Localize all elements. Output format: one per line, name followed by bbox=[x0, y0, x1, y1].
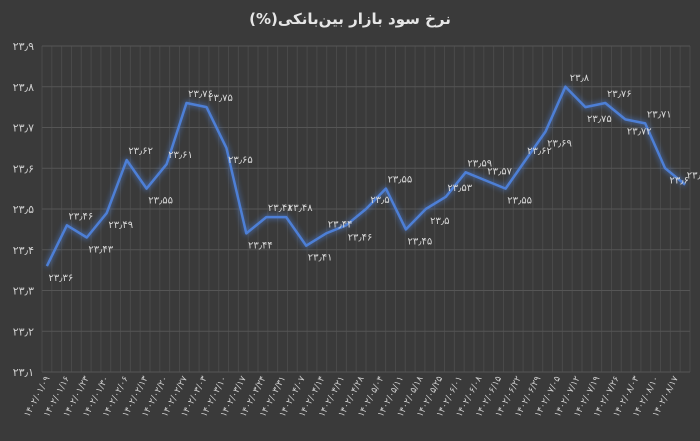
data-label: ۲۳٫۴۸ bbox=[288, 203, 313, 214]
data-label: ۲۳٫۶۵ bbox=[228, 155, 253, 166]
data-label: ۲۳٫۴۴ bbox=[328, 219, 353, 230]
y-tick-label: ۲۳٫۸ bbox=[13, 81, 34, 94]
y-axis-ticks: ۲۳٫۱ ۲۳٫۲ ۲۳٫۳ ۲۳٫۴ ۲۳٫۵ ۲۳٫۶ ۲۳٫۷ ۲۳٫۸ ۲۳٫۹ bbox=[13, 40, 34, 379]
data-label: ۲۳٫۴۴ bbox=[248, 240, 273, 251]
y-tick-label: ۲۳٫۵ bbox=[13, 203, 34, 216]
data-label: ۲۳٫۶۱ bbox=[168, 150, 193, 161]
horizontal-gridlines bbox=[42, 45, 690, 373]
data-label: ۲۳٫۵ bbox=[430, 216, 449, 227]
y-tick-label: ۲۳٫۳ bbox=[13, 285, 34, 298]
data-label: ۲۳٫۷۶ bbox=[188, 89, 213, 100]
series-line bbox=[45, 85, 686, 267]
data-label: ۲۳٫۶۹ bbox=[547, 139, 572, 150]
data-label: ۲۳٫۷۲ bbox=[627, 126, 652, 137]
data-label: ۲۳٫۵۷ bbox=[487, 166, 512, 177]
data-label: ۲۳٫۷۵ bbox=[208, 93, 233, 104]
data-label: ۲۳٫۵۶ bbox=[687, 171, 700, 182]
data-label: ۲۳٫۵۵ bbox=[388, 175, 413, 186]
data-label: ۲۳٫۴۱ bbox=[308, 253, 333, 264]
data-label: ۲۳٫۴۵ bbox=[408, 236, 433, 247]
data-label: ۲۳٫۴۸ bbox=[268, 203, 293, 214]
chart-title: نرخ سود بازار بین‌بانکی(%) bbox=[249, 10, 451, 28]
data-label: ۲۳٫۵۵ bbox=[148, 196, 173, 207]
data-label: ۲۳٫۸ bbox=[570, 73, 590, 84]
y-tick-label: ۲۳٫۴ bbox=[13, 244, 34, 257]
y-tick-label: ۲۳٫۶ bbox=[13, 162, 34, 175]
x-axis-ticks: ۱۴۰۲/۰۱/۰۹۱۴۰۲/۰۱/۱۶۱۴۰۲/۰۱/۲۳۱۴۰۲/۰۱/۳۰… bbox=[23, 375, 681, 419]
y-tick-label: ۲۳٫۲ bbox=[13, 325, 34, 338]
data-label: ۲۳٫۴۶ bbox=[68, 211, 93, 222]
data-label: ۲۳٫۴۹ bbox=[108, 220, 133, 231]
data-label: ۲۳٫۵ bbox=[370, 195, 389, 206]
data-label: ۲۳٫۴۶ bbox=[348, 232, 373, 243]
data-label: ۲۳٫۵۵ bbox=[507, 196, 532, 207]
data-label: ۲۳٫۳۶ bbox=[49, 273, 74, 284]
y-tick-label: ۲۳٫۱ bbox=[13, 366, 34, 379]
data-label: ۲۳٫۷۶ bbox=[607, 89, 632, 100]
data-label: ۲۳٫۶ bbox=[669, 175, 688, 186]
data-label: ۲۳٫۴۳ bbox=[88, 245, 113, 256]
data-label: ۲۳٫۷۵ bbox=[587, 114, 612, 125]
y-tick-label: ۲۳٫۷ bbox=[13, 122, 34, 135]
data-label: ۲۳٫۵۹ bbox=[467, 158, 492, 169]
data-label: ۲۳٫۷۱ bbox=[647, 109, 672, 120]
data-label: ۲۳٫۵۳ bbox=[447, 183, 472, 194]
data-label: ۲۳٫۶۲ bbox=[527, 146, 552, 157]
data-label: ۲۳٫۶۲ bbox=[128, 146, 153, 157]
y-tick-label: ۲۳٫۹ bbox=[13, 40, 34, 53]
data-labels: ۲۳٫۳۶ ۲۳٫۴۶ ۲۳٫۴۳ ۲۳٫۴۹ ۲۳٫۶۲ ۲۳٫۵۵ ۲۳٫۶۱ ۲۳٫۷۶… bbox=[49, 73, 700, 284]
